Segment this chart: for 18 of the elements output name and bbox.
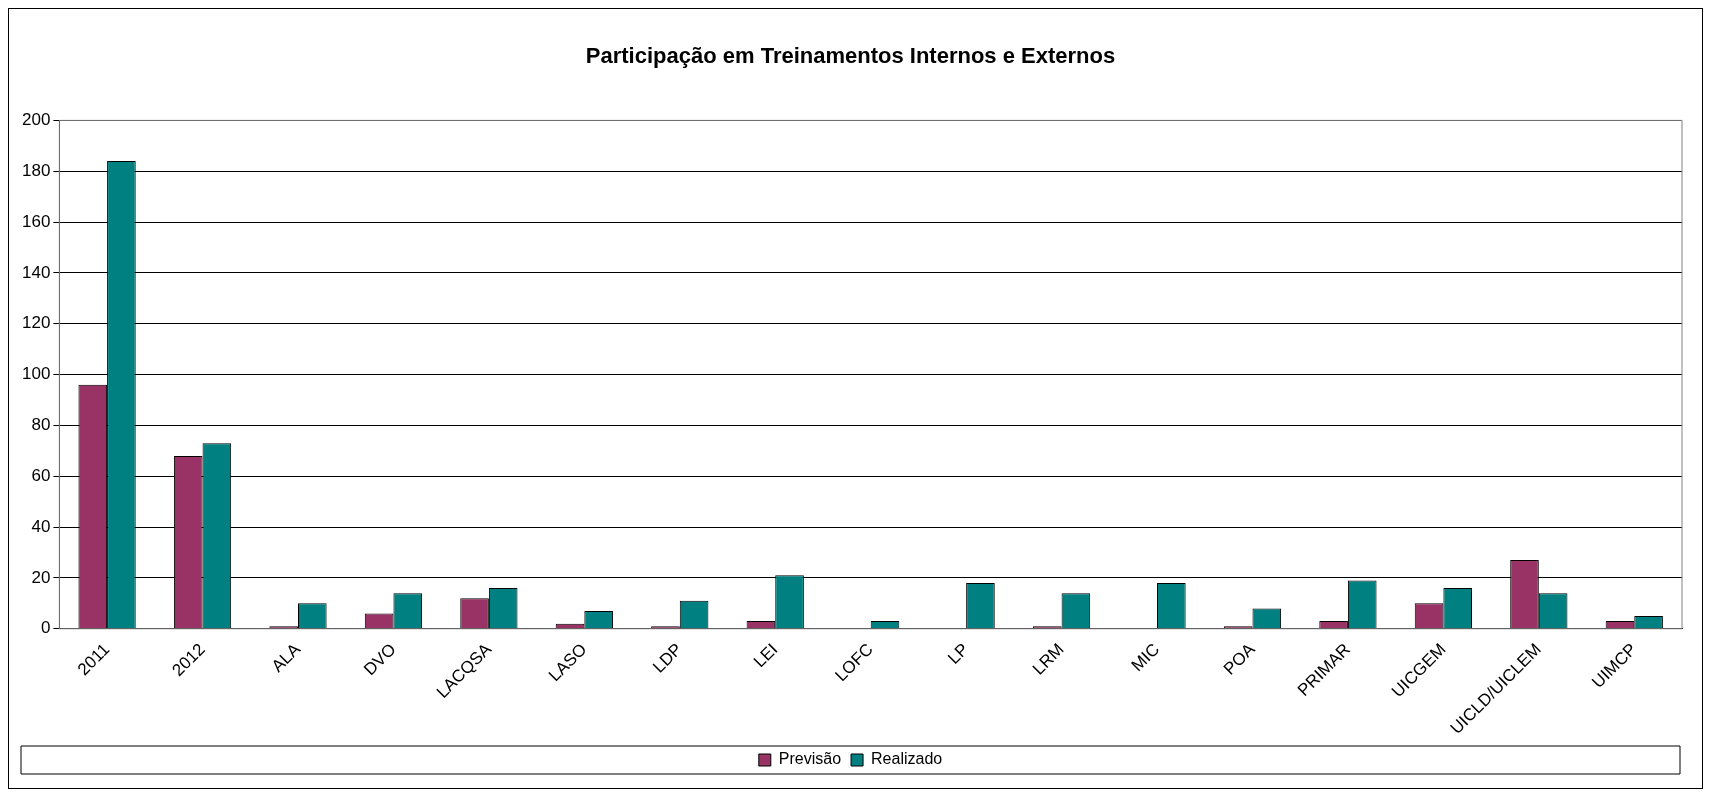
y-tick-label: 140	[21, 262, 51, 282]
y-tick-label: 80	[31, 415, 51, 435]
x-tick-label: MIC	[1127, 639, 1164, 676]
y-tick-label: 180	[21, 160, 51, 180]
y-tick-label: 60	[31, 465, 51, 485]
y-tick-label: 0	[40, 618, 51, 638]
y-tick-label: 200	[21, 110, 51, 130]
x-tick-label: ALA	[267, 639, 305, 676]
chart-title: Participação em Treinamentos Internos e Externos	[585, 43, 1116, 69]
legend-label: Previsão	[778, 750, 842, 768]
y-tick-label: 120	[21, 313, 51, 333]
x-tick-label: LP	[944, 639, 973, 668]
y-tick-label: 20	[31, 567, 51, 587]
y-tick-label: 40	[31, 516, 51, 536]
legend-label: Realizado	[871, 750, 943, 768]
x-tick-label: LEI	[749, 639, 782, 672]
y-tick-label: 100	[21, 364, 51, 384]
y-tick-label: 160	[21, 211, 51, 231]
